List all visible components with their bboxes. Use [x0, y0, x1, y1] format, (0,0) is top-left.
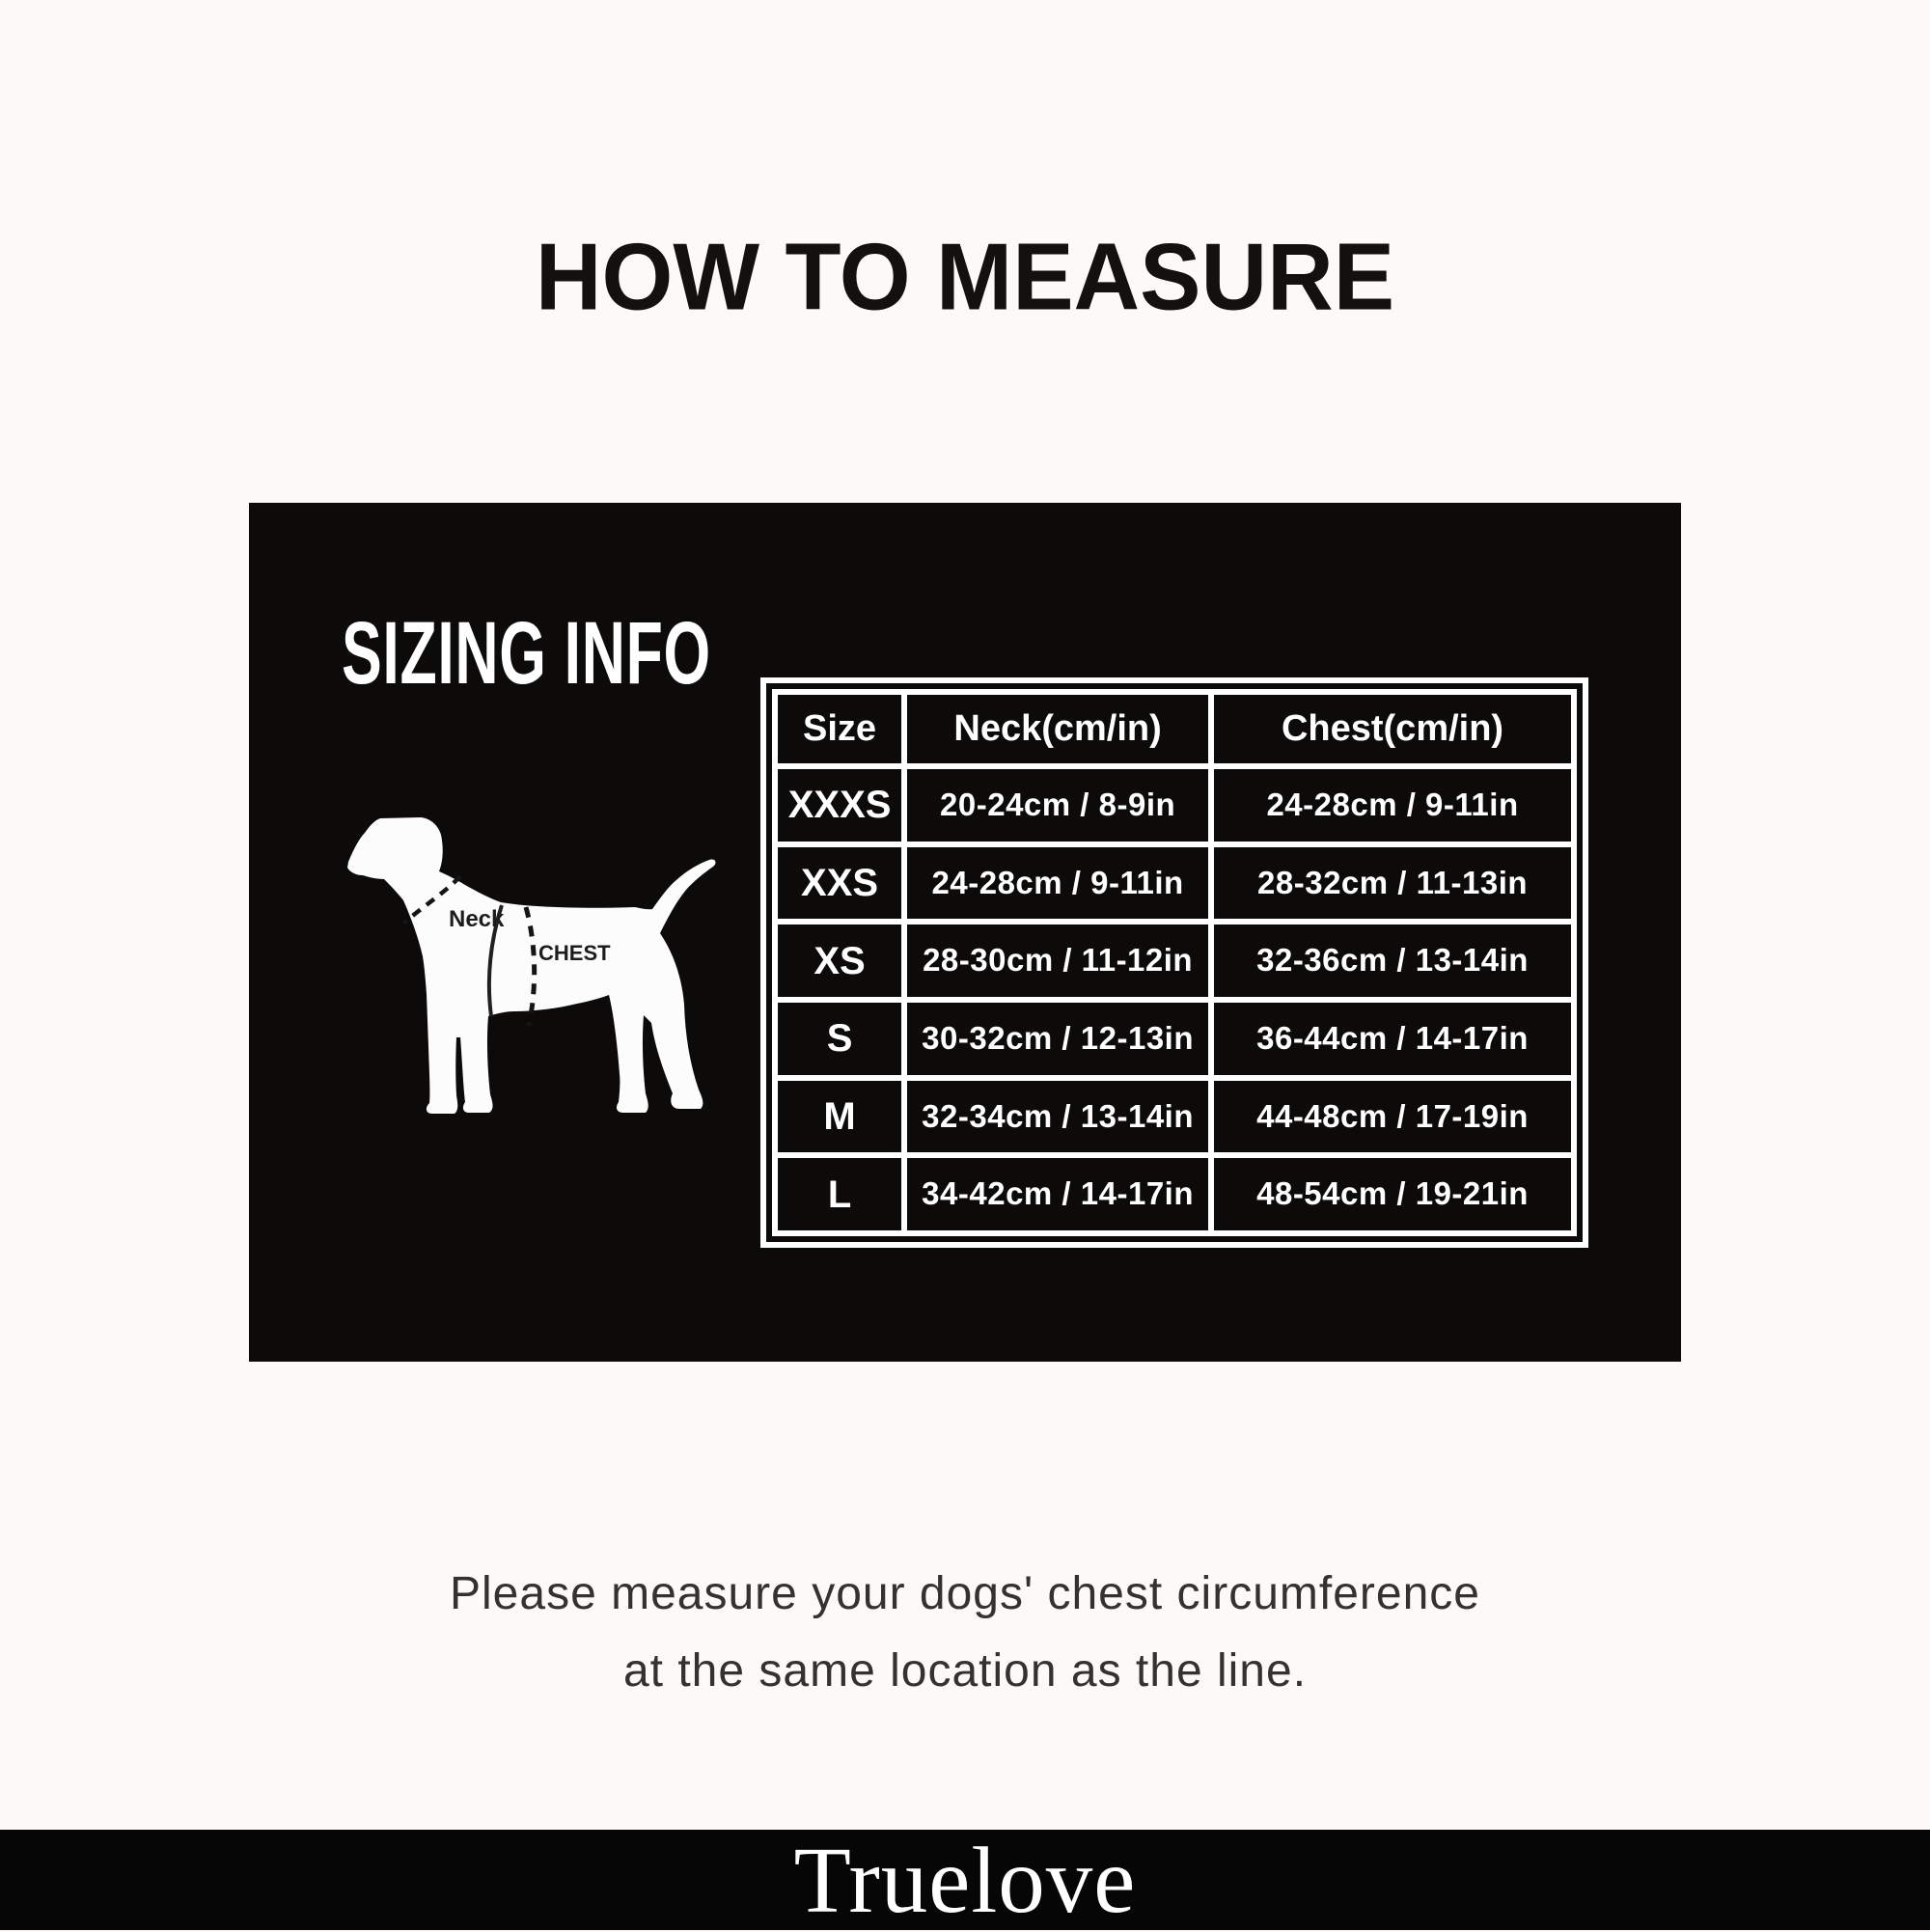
sizing-info-heading: SIZING INFO	[342, 604, 711, 703]
neck-cell: 32-34cm / 13-14in	[901, 1074, 1215, 1159]
chest-label: CHEST	[538, 941, 611, 965]
page-title: HOW TO MEASURE	[535, 223, 1395, 331]
size-cell: L	[771, 1152, 908, 1236]
header-neck: Neck(cm/in)	[901, 688, 1215, 770]
neck-cell: 20-24cm / 8-9in	[901, 763, 1215, 847]
neck-cell: 34-42cm / 14-17in	[901, 1152, 1215, 1236]
dog-silhouette	[347, 817, 716, 1114]
table-row: S 30-32cm / 12-13in 36-44cm / 14-17in	[771, 997, 1577, 1081]
header-size: Size	[771, 688, 908, 770]
note-line-1: Please measure your dogs' chest circumfe…	[450, 1568, 1480, 1619]
table-row: XS 28-30cm / 11-12in 32-36cm / 13-14in	[771, 919, 1577, 1004]
neck-label: Neck	[449, 906, 505, 932]
chest-measure-line	[523, 906, 538, 1027]
sizing-table: Size Neck(cm/in) Chest(cm/in) XXXS 20-24…	[760, 677, 1588, 1248]
measurement-note: Please measure your dogs' chest circumfe…	[0, 1556, 1930, 1710]
size-cell: M	[771, 1074, 908, 1159]
neck-measure-line	[401, 874, 462, 925]
neck-cell: 24-28cm / 9-11in	[901, 841, 1215, 925]
size-cell: XXXS	[771, 763, 908, 847]
brand-footer: Truelove	[0, 1830, 1930, 1930]
size-cell: XXS	[771, 841, 908, 925]
header-chest: Chest(cm/in)	[1208, 688, 1577, 770]
dog-measurement-diagram: Neck CHEST	[347, 817, 716, 1114]
neck-cell: 30-32cm / 12-13in	[901, 997, 1215, 1081]
size-cell: XS	[771, 919, 908, 1004]
chest-cell: 36-44cm / 14-17in	[1208, 997, 1577, 1081]
chest-cell: 32-36cm / 13-14in	[1208, 919, 1577, 1004]
size-cell: S	[771, 997, 908, 1081]
harness-line	[486, 904, 504, 1017]
neck-cell: 28-30cm / 11-12in	[901, 919, 1215, 1004]
chest-cell: 48-54cm / 19-21in	[1208, 1152, 1577, 1236]
sizing-info-panel: SIZING INFO Neck CHEST Size Neck(cm/in) …	[249, 503, 1681, 1362]
table-row: M 32-34cm / 13-14in 44-48cm / 17-19in	[771, 1074, 1577, 1159]
chest-cell: 24-28cm / 9-11in	[1208, 763, 1577, 847]
table-row: L 34-42cm / 14-17in 48-54cm / 19-21in	[771, 1152, 1577, 1236]
table-row: XXXS 20-24cm / 8-9in 24-28cm / 9-11in	[771, 763, 1577, 847]
chest-cell: 28-32cm / 11-13in	[1208, 841, 1577, 925]
chest-cell: 44-48cm / 17-19in	[1208, 1074, 1577, 1159]
table-row: XXS 24-28cm / 9-11in 28-32cm / 11-13in	[771, 841, 1577, 925]
table-header-row: Size Neck(cm/in) Chest(cm/in)	[771, 688, 1577, 770]
brand-logo-text: Truelove	[793, 1828, 1137, 1932]
note-line-2: at the same location as the line.	[622, 1645, 1308, 1697]
